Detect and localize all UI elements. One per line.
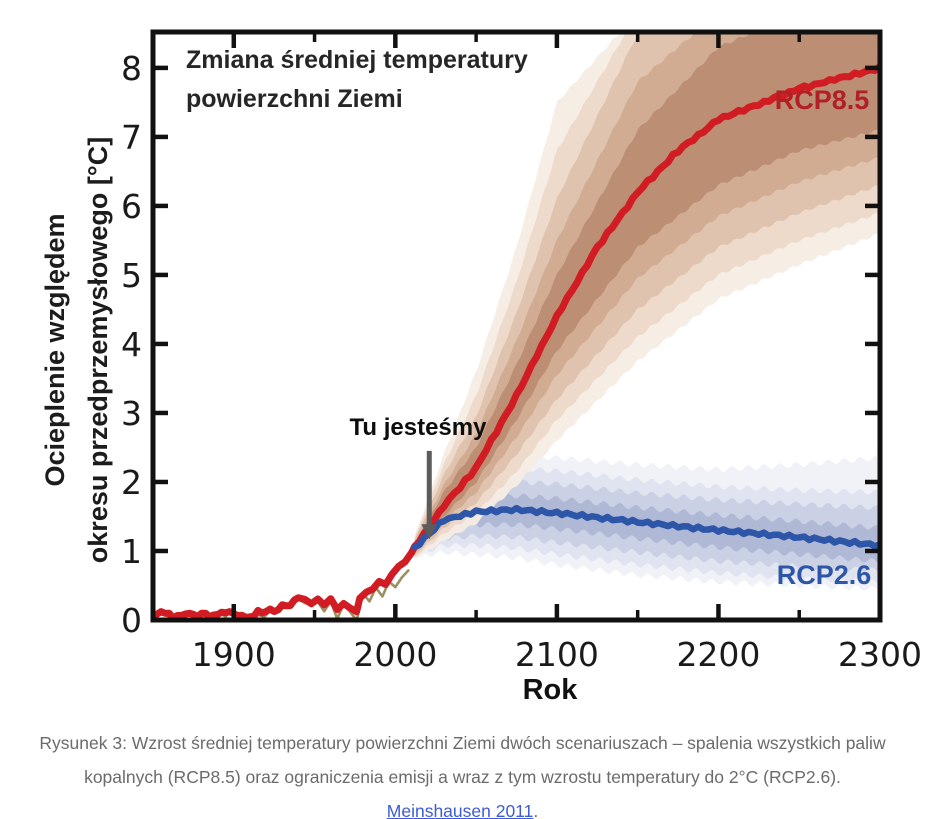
here-arrow-head bbox=[421, 524, 438, 540]
caption-text: Rysunek 3: Wzrost średniej temperatury p… bbox=[39, 733, 886, 787]
x-tick-label: 2300 bbox=[838, 635, 922, 674]
y-tick-label: 7 bbox=[121, 118, 142, 157]
series-line-rcp8.5 bbox=[153, 62, 880, 620]
plot-frame bbox=[150, 29, 883, 623]
rcp8.5-band bbox=[414, 32, 880, 551]
y-tick-label: 3 bbox=[121, 394, 142, 433]
series-label-rcp85: RCP8.5 bbox=[774, 85, 870, 115]
climate-figure: 1900 2000 2100 2200 2300 0 1 2 3 4 5 6 7 8 Zmiana śre… bbox=[34, 29, 922, 706]
y-tick-label: 0 bbox=[121, 601, 142, 640]
y-tick-label: 6 bbox=[121, 187, 142, 226]
y-axis-title: Ocieplenie względem okresu przedprzemysł… bbox=[34, 30, 120, 670]
y-tick-label: 8 bbox=[121, 49, 142, 88]
x-tick-label: 2100 bbox=[515, 635, 599, 674]
chart-title-line1: Zmiana średniej temperatury bbox=[186, 46, 528, 74]
y-tick-label: 1 bbox=[121, 532, 142, 571]
plot-series-group bbox=[153, 32, 880, 620]
caption-period: . bbox=[533, 801, 539, 819]
source-link[interactable]: Meinshausen 2011 bbox=[386, 801, 534, 819]
x-axis-title: Rok bbox=[522, 674, 578, 706]
series-line-rcp2.6 bbox=[411, 504, 880, 551]
y-axis-title-line2: okresu przedprzemysłowego [°C] bbox=[83, 136, 113, 564]
x-tick-label: 2000 bbox=[353, 635, 437, 674]
chart-title-line2: powierzchni Ziemi bbox=[186, 85, 403, 113]
y-tick-label: 4 bbox=[121, 325, 142, 364]
y-axis-title-line1: Ocieplenie względem bbox=[40, 213, 70, 487]
annotation-here-label: Tu jesteśmy bbox=[349, 414, 487, 441]
y-tick-label: 2 bbox=[121, 463, 142, 502]
chart-title: Zmiana średniej temperatury powierzchni … bbox=[186, 41, 528, 119]
x-tick-label: 2200 bbox=[676, 635, 760, 674]
series-label-rcp26: RCP2.6 bbox=[776, 560, 872, 590]
y-tick-label: 5 bbox=[121, 256, 142, 295]
chart-canvas: 1900 2000 2100 2200 2300 0 1 2 3 4 5 6 7 8 bbox=[121, 29, 922, 674]
x-tick-label: 1900 bbox=[192, 635, 276, 674]
figure-caption: Rysunek 3: Wzrost średniej temperatury p… bbox=[32, 726, 894, 819]
